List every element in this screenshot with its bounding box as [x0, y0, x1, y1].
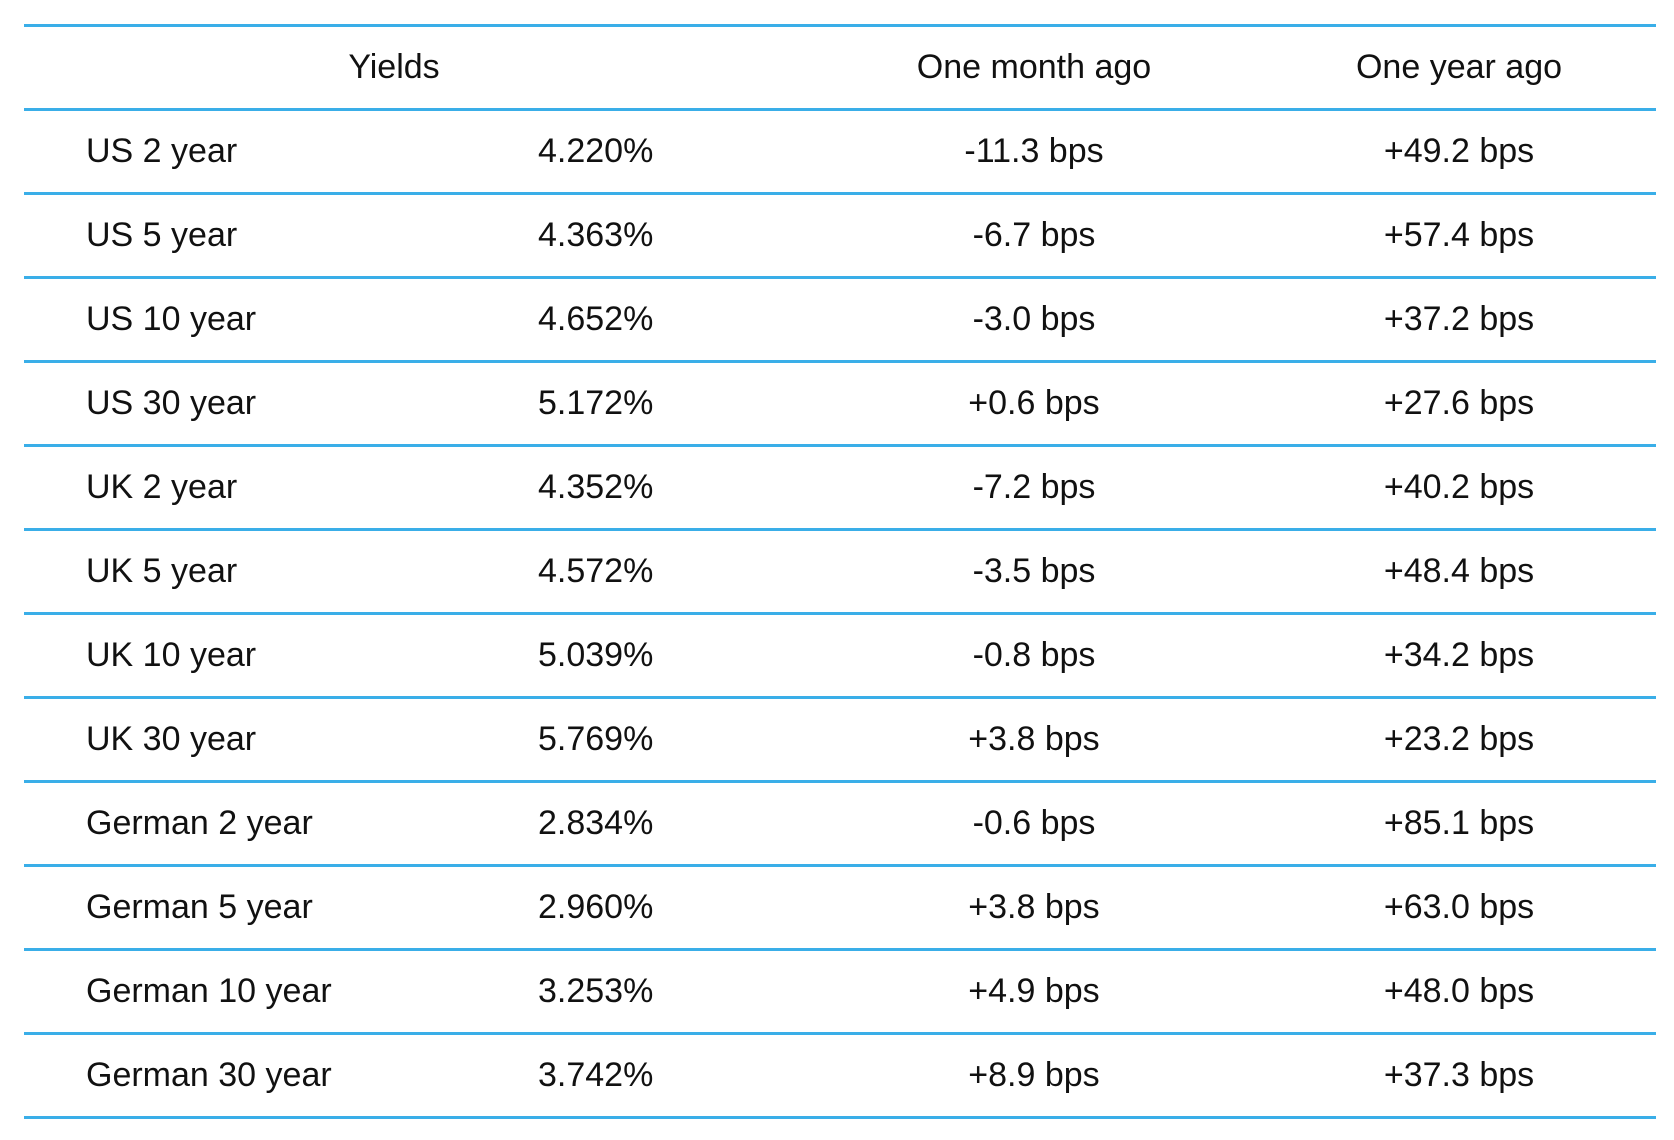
bond-name: US 2 year — [86, 132, 238, 170]
one-year-change: +48.4 bps — [1383, 552, 1535, 590]
table-row: UK 10 year 5.039% -0.8 bps +34.2 bps — [24, 615, 1656, 699]
one-year-change: +48.0 bps — [1383, 972, 1535, 1010]
one-month-change: -3.0 bps — [972, 300, 1096, 338]
bond-name: US 30 year — [86, 384, 257, 422]
yield-value: 5.039% — [538, 636, 654, 674]
one-month-change: -3.5 bps — [972, 552, 1096, 590]
bond-name: German 2 year — [86, 804, 313, 842]
yield-value: 3.253% — [538, 972, 654, 1010]
yield-value: 4.352% — [538, 468, 654, 506]
table-row: US 5 year 4.363% -6.7 bps +57.4 bps — [24, 195, 1656, 279]
one-month-change: -0.8 bps — [972, 636, 1096, 674]
one-year-change: +85.1 bps — [1383, 804, 1535, 842]
bond-name: US 5 year — [86, 216, 238, 254]
bond-name: US 10 year — [86, 300, 257, 338]
table-row: UK 30 year 5.769% +3.8 bps +23.2 bps — [24, 699, 1656, 783]
one-year-change: +37.3 bps — [1383, 1056, 1535, 1094]
one-year-change: +34.2 bps — [1383, 636, 1535, 674]
header-one-year-ago: One year ago — [1355, 48, 1563, 86]
one-month-change: -0.6 bps — [972, 804, 1096, 842]
yield-value: 5.769% — [538, 720, 654, 758]
table-row: US 30 year 5.172% +0.6 bps +27.6 bps — [24, 363, 1656, 447]
one-month-change: -7.2 bps — [972, 468, 1096, 506]
bond-name: German 10 year — [86, 972, 332, 1010]
one-month-change: +8.9 bps — [968, 1056, 1100, 1094]
one-year-change: +27.6 bps — [1383, 384, 1535, 422]
yield-value: 4.652% — [538, 300, 654, 338]
yields-table: Yields One month ago One year ago US 2 y… — [24, 24, 1656, 1119]
table-row: German 2 year 2.834% -0.6 bps +85.1 bps — [24, 783, 1656, 867]
yield-value: 2.834% — [538, 804, 654, 842]
table-row: US 10 year 4.652% -3.0 bps +37.2 bps — [24, 279, 1656, 363]
yield-value: 4.363% — [538, 216, 654, 254]
one-month-change: +0.6 bps — [968, 384, 1100, 422]
one-month-change: +3.8 bps — [968, 888, 1100, 926]
bond-name: UK 30 year — [86, 720, 257, 758]
one-year-change: +40.2 bps — [1383, 468, 1535, 506]
yield-value: 4.572% — [538, 552, 654, 590]
one-year-change: +49.2 bps — [1383, 132, 1535, 170]
yield-value: 2.960% — [538, 888, 654, 926]
one-month-change: +4.9 bps — [968, 972, 1100, 1010]
bond-name: German 5 year — [86, 888, 313, 926]
one-month-change: +3.8 bps — [968, 720, 1100, 758]
yield-value: 4.220% — [538, 132, 654, 170]
one-year-change: +63.0 bps — [1383, 888, 1535, 926]
one-year-change: +23.2 bps — [1383, 720, 1535, 758]
header-yields: Yields — [348, 48, 440, 86]
one-year-change: +57.4 bps — [1383, 216, 1535, 254]
yield-value: 5.172% — [538, 384, 654, 422]
table-header-row: Yields One month ago One year ago — [24, 27, 1656, 111]
header-one-month-ago: One month ago — [916, 48, 1152, 86]
table-row: German 30 year 3.742% +8.9 bps +37.3 bps — [24, 1035, 1656, 1119]
yield-value: 3.742% — [538, 1056, 654, 1094]
table-row: German 10 year 3.253% +4.9 bps +48.0 bps — [24, 951, 1656, 1035]
table-row: German 5 year 2.960% +3.8 bps +63.0 bps — [24, 867, 1656, 951]
table-row: UK 2 year 4.352% -7.2 bps +40.2 bps — [24, 447, 1656, 531]
bond-name: UK 2 year — [86, 468, 238, 506]
one-month-change: -6.7 bps — [972, 216, 1096, 254]
one-month-change: -11.3 bps — [964, 132, 1104, 170]
bond-name: UK 5 year — [86, 552, 238, 590]
table-row: US 2 year 4.220% -11.3 bps +49.2 bps — [24, 111, 1656, 195]
bond-name: German 30 year — [86, 1056, 332, 1094]
one-year-change: +37.2 bps — [1383, 300, 1535, 338]
bond-name: UK 10 year — [86, 636, 257, 674]
table-row: UK 5 year 4.572% -3.5 bps +48.4 bps — [24, 531, 1656, 615]
